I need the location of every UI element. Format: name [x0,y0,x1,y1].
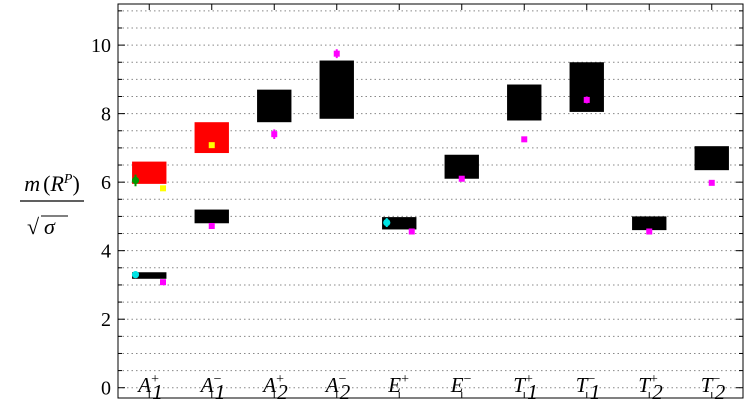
y-tick-labels: 0 2 4 6 8 10 [91,35,111,400]
data-points [131,49,715,286]
category-label: A+ [136,372,159,397]
data-point [208,142,215,149]
category-subscript: 2 [340,380,351,402]
category-label: T+ [638,372,658,397]
category-subscript: 2 [715,380,726,402]
category-label: A+ [261,372,284,397]
mass-box [132,272,167,279]
category-subscript: 1 [152,380,163,402]
axis-ticks [118,4,743,398]
data-point [408,228,415,235]
category-subscript: 2 [277,380,288,402]
data-point [583,96,590,103]
x-tick-labels: A+1 A−1 A+2 A−2 E+ E− T+1 T−1 T+2 T−2 [136,372,726,402]
category-subscript: 1 [590,380,601,402]
category-label: T+ [513,372,533,397]
svg-text:m(RP): m (RP) [24,171,80,196]
y-tick-label: 0 [101,378,111,400]
data-point [160,279,166,286]
data-point [271,131,278,138]
data-point [160,185,166,192]
svg-text:σ: σ [44,214,56,239]
mass-box [632,216,667,231]
data-point [208,223,215,230]
data-point [131,271,140,279]
y-tick-label: 10 [91,35,111,57]
mass-box [194,209,229,224]
data-point [333,50,340,57]
mass-box [132,161,167,184]
category-label: A− [324,372,347,397]
mass-box [194,122,229,154]
category-label: E− [450,372,472,397]
category-label: T− [576,372,596,397]
category-label: T− [701,372,721,397]
data-point [458,175,465,182]
y-tick-label: 8 [101,104,111,126]
grid-lines [118,10,743,389]
category-label: E+ [387,372,409,397]
y-tick-label: 4 [101,241,111,263]
data-point [521,136,528,143]
y-tick-label: 6 [101,172,111,194]
mass-boxes [132,60,729,279]
mass-box [507,84,542,121]
data-point [646,228,653,235]
plot-frame [117,3,744,399]
category-label: A− [199,372,222,397]
category-subscript: 1 [527,380,538,402]
category-subscript: 2 [652,380,663,402]
svg-text:√: √ [27,214,40,239]
mass-box [444,154,479,179]
mass-box [694,146,729,171]
mass-box [382,217,417,230]
data-point [383,218,391,227]
mass-box [319,60,354,119]
mass-box [257,89,292,123]
y-tick-label: 2 [101,309,111,331]
category-subscript: 1 [215,380,226,402]
mass-box [569,62,604,112]
data-point [708,179,715,186]
data-point [131,176,140,185]
y-axis-label: m (RP) √ σ [20,171,84,239]
